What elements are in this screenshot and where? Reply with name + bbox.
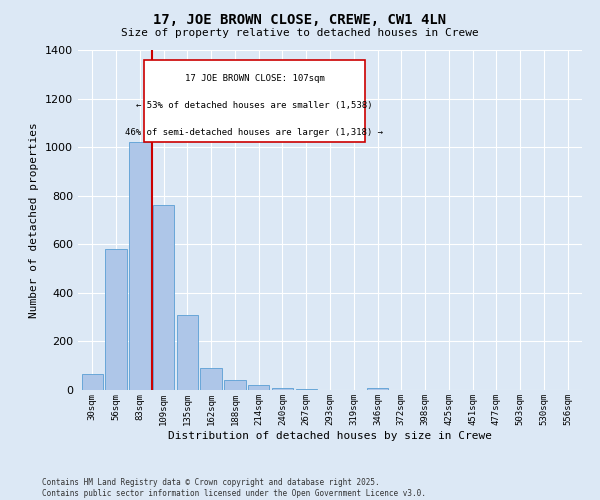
Text: Contains HM Land Registry data © Crown copyright and database right 2025.
Contai: Contains HM Land Registry data © Crown c… [42,478,426,498]
Bar [176,314,198,390]
Bar [367,388,388,390]
FancyBboxPatch shape [143,60,365,142]
Y-axis label: Number of detached properties: Number of detached properties [29,122,40,318]
Bar [272,388,293,390]
Text: ← 53% of detached houses are smaller (1,538): ← 53% of detached houses are smaller (1,… [136,101,373,110]
Bar [296,389,317,390]
Bar [153,206,174,390]
Text: 46% of semi-detached houses are larger (1,318) →: 46% of semi-detached houses are larger (… [125,128,383,137]
Bar [224,380,245,390]
Text: Size of property relative to detached houses in Crewe: Size of property relative to detached ho… [121,28,479,38]
Text: 17, JOE BROWN CLOSE, CREWE, CW1 4LN: 17, JOE BROWN CLOSE, CREWE, CW1 4LN [154,12,446,26]
Text: 17 JOE BROWN CLOSE: 107sqm: 17 JOE BROWN CLOSE: 107sqm [185,74,324,83]
Bar [248,385,269,390]
Bar [106,249,127,390]
X-axis label: Distribution of detached houses by size in Crewe: Distribution of detached houses by size … [168,430,492,440]
Bar [82,374,103,390]
Bar [129,142,151,390]
Bar [200,368,222,390]
